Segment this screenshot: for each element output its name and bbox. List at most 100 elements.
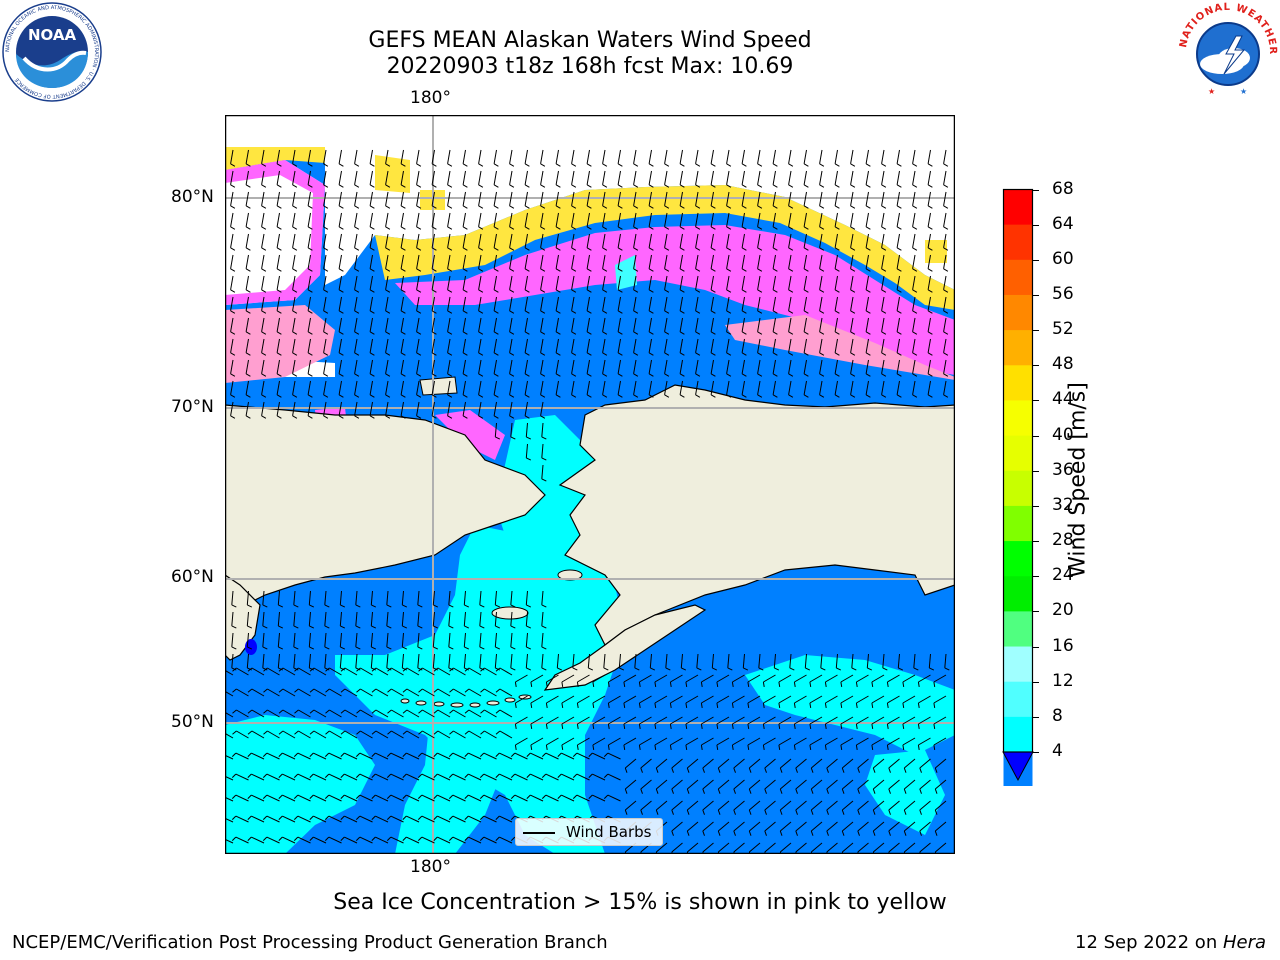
wind-barb xyxy=(592,752,606,760)
wind-barb-flag xyxy=(292,163,298,167)
wind-barb-flag xyxy=(803,352,809,356)
wind-barb-flag xyxy=(871,744,874,750)
wind-barb-flag xyxy=(716,702,719,708)
wind-barb-flag xyxy=(431,205,437,209)
wind-barb-flag xyxy=(633,163,639,167)
wind-barb xyxy=(385,380,389,395)
wind-barb xyxy=(530,737,544,746)
wind-barb-flag xyxy=(509,163,515,167)
wind-barb-flag xyxy=(464,646,470,650)
wind-barb-flag xyxy=(912,373,918,377)
wind-barb xyxy=(344,688,358,697)
wind-barb xyxy=(468,794,482,802)
wind-barb xyxy=(571,296,575,311)
wind-barb xyxy=(733,800,745,811)
wind-barb xyxy=(772,380,776,395)
wind-barb-flag xyxy=(293,815,299,820)
wind-barb xyxy=(277,632,280,647)
wind-barb xyxy=(927,317,931,332)
wind-barb xyxy=(872,758,885,769)
wind-barb xyxy=(375,836,389,844)
wind-barb-flag xyxy=(671,767,674,773)
wind-barb xyxy=(391,709,404,718)
wind-barb-flag xyxy=(624,809,628,815)
wind-barb-flag xyxy=(386,794,392,799)
wind-barb-flag xyxy=(912,247,918,251)
wind-barb-flag xyxy=(307,163,313,167)
wind-barb-flag xyxy=(526,773,531,778)
wind-barb xyxy=(493,212,497,227)
wind-barb-flag xyxy=(371,794,376,799)
wind-barb-flag xyxy=(919,788,922,794)
wind-barb-flag xyxy=(841,788,845,794)
wind-barb xyxy=(702,758,714,769)
wind-barb-flag xyxy=(509,205,515,209)
wind-barb xyxy=(763,674,776,683)
wind-barb xyxy=(478,317,482,332)
wind-barb-flag xyxy=(588,794,593,799)
wind-barb-flag xyxy=(762,702,765,708)
wind-barb-flag xyxy=(865,184,871,188)
wind-barb-flag xyxy=(247,688,253,693)
wind-barb-flag xyxy=(834,373,840,377)
wind-barb xyxy=(293,632,296,647)
wind-barb-flag xyxy=(819,331,825,335)
wind-barb-flag xyxy=(789,667,795,671)
wind-barb-flag xyxy=(731,681,734,687)
wind-barb-flag xyxy=(514,681,517,687)
wind-barb xyxy=(422,688,435,697)
wind-barb xyxy=(748,758,761,769)
wind-barb xyxy=(499,667,513,676)
wind-barb xyxy=(686,842,699,853)
wind-barb-flag xyxy=(369,415,375,419)
wind-barb xyxy=(788,233,792,248)
wind-barb-flag xyxy=(669,702,672,708)
wind-barb xyxy=(541,422,544,437)
wind-barb-flag xyxy=(495,773,500,778)
wind-barb xyxy=(602,359,606,374)
wind-barb xyxy=(540,338,544,353)
wind-barb-flag xyxy=(927,184,933,188)
wind-barb xyxy=(323,380,327,395)
wind-barb-flag xyxy=(540,310,546,314)
wind-barb xyxy=(261,317,265,332)
wind-barb-flag xyxy=(702,830,705,836)
wind-barb xyxy=(902,674,916,683)
wind-barb xyxy=(607,773,621,781)
wind-barb xyxy=(679,275,683,290)
wind-barb xyxy=(462,149,466,164)
wind-barb xyxy=(571,233,575,248)
wind-barb xyxy=(927,275,931,290)
wind-barb-flag xyxy=(447,310,453,314)
wind-barb xyxy=(617,233,621,248)
wind-barb xyxy=(375,773,389,781)
wind-barb-flag xyxy=(819,352,825,356)
wind-barb-flag xyxy=(650,667,656,671)
wind-barb xyxy=(324,653,327,668)
wind-barb-flag xyxy=(307,226,313,230)
wind-barb-flag xyxy=(865,226,871,230)
wind-barb xyxy=(468,667,482,676)
wind-barb xyxy=(390,794,404,802)
wind-barb-flag xyxy=(555,373,561,377)
wind-barb xyxy=(764,800,776,811)
wind-barb-flag xyxy=(757,205,763,209)
wind-barb-flag xyxy=(896,331,902,335)
wind-barb-flag xyxy=(355,667,361,671)
wind-barb-flag xyxy=(757,331,763,335)
wind-barb-flag xyxy=(809,744,812,750)
wind-barb xyxy=(664,275,668,290)
wind-barb xyxy=(748,821,761,832)
wind-barb xyxy=(267,688,280,697)
wind-barb xyxy=(479,632,482,647)
wind-barb xyxy=(400,191,404,206)
wind-barb-flag xyxy=(369,268,375,272)
wind-barb xyxy=(277,611,280,626)
wind-barb-flag xyxy=(881,163,887,167)
wind-barb-flag xyxy=(803,184,809,188)
wind-barb xyxy=(896,170,900,185)
wind-barb xyxy=(586,275,590,290)
wind-barb-flag xyxy=(262,794,268,799)
wind-barb xyxy=(896,359,900,374)
wind-barb xyxy=(386,611,389,626)
